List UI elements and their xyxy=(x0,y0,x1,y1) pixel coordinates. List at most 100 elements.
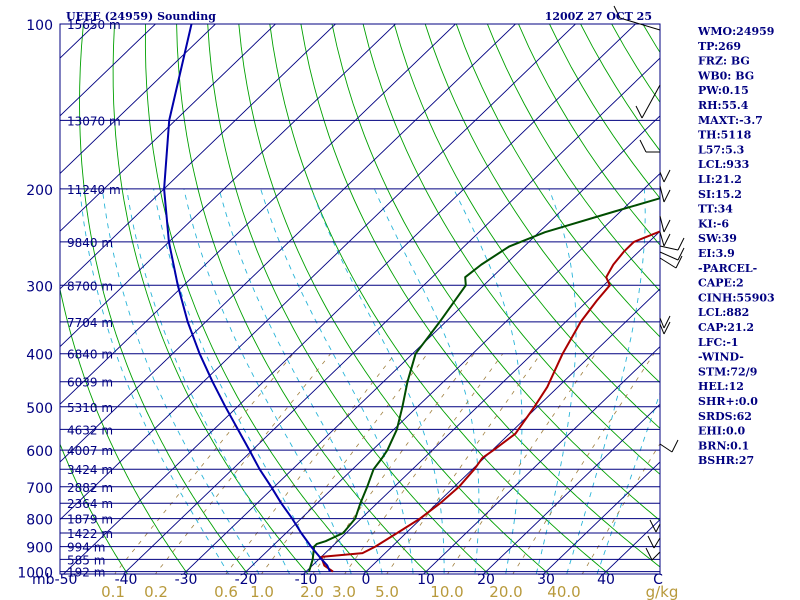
dry-adiabat xyxy=(207,24,490,574)
wind-barb xyxy=(659,257,677,269)
temperature-profile xyxy=(320,230,660,573)
dry-adiabat xyxy=(112,24,309,574)
temperature-tick-label: -30 xyxy=(175,572,198,588)
mixing-ratio-unit-label: g/kg xyxy=(646,583,679,600)
dry-adiabat xyxy=(60,443,129,574)
index-value: PW:0.15 xyxy=(698,84,749,97)
wind-barb xyxy=(653,537,661,549)
index-value: SI:15.2 xyxy=(698,188,742,201)
station-title: UEEE (24959) Sounding xyxy=(66,10,216,23)
wind-barb-feather xyxy=(677,247,685,261)
index-value: LFC:-1 xyxy=(698,336,739,349)
mixing-ratio-tick-label: 40.0 xyxy=(547,583,580,600)
wind-barb-feather xyxy=(663,169,671,183)
index-value: -PARCEL- xyxy=(698,262,757,275)
pressure-tick-label: 200 xyxy=(26,183,53,199)
pressure-tick-label: 900 xyxy=(26,541,53,557)
dry-adiabat xyxy=(300,24,660,568)
temperature-tick-label: -10 xyxy=(295,572,318,588)
isotherm xyxy=(60,24,577,521)
isotherm xyxy=(60,24,337,290)
mixing-ratio-line xyxy=(512,353,655,574)
index-value: TH:5118 xyxy=(698,129,752,142)
wind-barb-feather xyxy=(675,255,683,269)
mixing-ratio-line xyxy=(225,353,396,574)
pressure-tick-label: 300 xyxy=(26,279,53,295)
wind-barb-feather xyxy=(671,439,679,453)
mixing-ratio-line xyxy=(447,353,596,574)
index-value: LCL:882 xyxy=(698,306,749,319)
index-value: SW:39 xyxy=(698,232,737,245)
temperature-unit-label: C xyxy=(653,572,663,588)
mixing-ratio-line xyxy=(154,353,331,574)
wind-barb-feather xyxy=(663,233,671,247)
height-label: 2364 m xyxy=(67,497,113,511)
isotherm xyxy=(302,230,660,574)
wind-barb-feather xyxy=(613,5,621,19)
mixing-ratio-tick-label: 0.1 xyxy=(101,583,125,600)
pressure-tick-label: 100 xyxy=(26,18,53,34)
plot-frame xyxy=(59,23,661,575)
dry-adiabat xyxy=(176,24,430,574)
wind-barb xyxy=(641,84,661,119)
moist-adiabat xyxy=(310,188,445,574)
height-label: 9840 m xyxy=(67,236,113,250)
mixing-ratio-line xyxy=(114,353,294,574)
mixing-ratio-tick-label: 0.2 xyxy=(144,583,168,600)
height-label: 6039 m xyxy=(67,376,113,390)
index-value: SRDS:62 xyxy=(698,410,752,423)
isotherm xyxy=(60,24,277,232)
index-value: RH:55.4 xyxy=(698,99,749,112)
index-value: STM:72/9 xyxy=(698,365,757,378)
height-label: 1879 m xyxy=(67,513,113,527)
moist-adiabat xyxy=(101,188,260,574)
pressure-unit-label: mb xyxy=(32,572,55,588)
moist-adiabat xyxy=(596,391,660,574)
wind-barb xyxy=(619,17,661,31)
moist-adiabat xyxy=(218,188,383,574)
index-value: CINH:55903 xyxy=(698,291,775,304)
height-label: 2882 m xyxy=(67,481,113,495)
dry-adiabat xyxy=(60,286,189,574)
sounding-profiles xyxy=(163,24,660,573)
mixing-ratio-line xyxy=(386,353,542,574)
height-label: 8700 m xyxy=(67,279,113,293)
temperature-tick-label: 10 xyxy=(417,572,435,588)
temperature-tick-label: 30 xyxy=(537,572,555,588)
index-value: EHI:0.0 xyxy=(698,425,745,438)
height-label: 6840 m xyxy=(67,348,113,362)
index-value: BRN:0.1 xyxy=(698,439,749,452)
wind-barb xyxy=(655,523,661,533)
wind-barb-feather xyxy=(635,105,643,119)
mixing-ratio-tick-label: 0.6 xyxy=(214,583,238,600)
wind-barb xyxy=(651,551,661,561)
index-value: KI:-6 xyxy=(698,217,729,230)
temperature-tick-label: 0 xyxy=(362,572,371,588)
index-value: -WIND- xyxy=(698,351,744,364)
height-label: 15650 m xyxy=(67,18,121,32)
dry-adiabat xyxy=(331,24,660,522)
wind-barb xyxy=(659,323,665,335)
wind-barb xyxy=(659,231,665,247)
isotherm xyxy=(60,24,157,117)
pressure-tick-label: 1000 xyxy=(17,566,53,582)
height-label: 5310 m xyxy=(67,401,113,415)
isotherm xyxy=(182,115,660,574)
mixing-ratio-tick-label: 2.0 xyxy=(300,583,324,600)
isotherm xyxy=(60,24,397,348)
height-label: 192 m xyxy=(67,566,105,580)
dry-adiabat xyxy=(455,24,660,338)
height-label: 13070 m xyxy=(67,114,121,128)
mixing-ratio-tick-label: 1.0 xyxy=(250,583,274,600)
index-value: HEL:12 xyxy=(698,380,744,393)
wind-barb xyxy=(659,251,679,261)
wind-barb-feather xyxy=(663,321,671,335)
isotherm xyxy=(362,288,660,574)
mixing-ratio-tick-label: 10.0 xyxy=(430,583,463,600)
index-value: BSHR:27 xyxy=(698,454,754,467)
parcel-profile xyxy=(163,24,331,573)
pressure-tick-label: 400 xyxy=(26,348,53,364)
height-label: 4632 m xyxy=(67,423,113,437)
